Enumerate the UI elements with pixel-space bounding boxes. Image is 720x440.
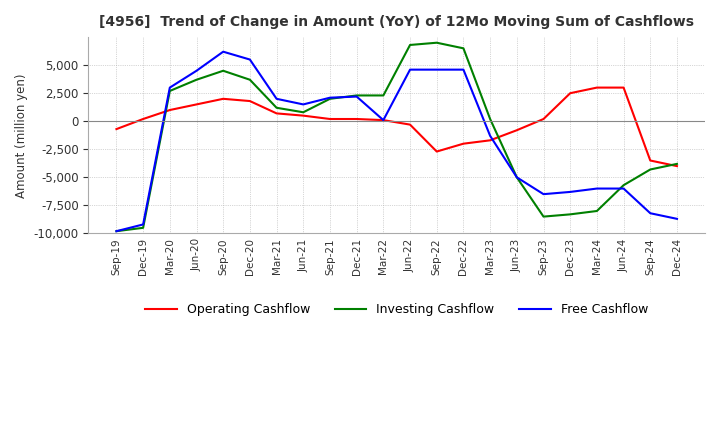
Investing Cashflow bbox=[352, 93, 361, 98]
Free Cashflow bbox=[219, 49, 228, 54]
Free Cashflow bbox=[192, 68, 201, 73]
Free Cashflow bbox=[433, 67, 441, 72]
Title: [4956]  Trend of Change in Amount (YoY) of 12Mo Moving Sum of Cashflows: [4956] Trend of Change in Amount (YoY) o… bbox=[99, 15, 694, 29]
Investing Cashflow bbox=[139, 225, 148, 231]
Operating Cashflow bbox=[192, 102, 201, 107]
Investing Cashflow bbox=[379, 93, 387, 98]
Investing Cashflow bbox=[459, 46, 468, 51]
Operating Cashflow bbox=[539, 116, 548, 121]
Operating Cashflow bbox=[646, 158, 654, 163]
Free Cashflow bbox=[619, 186, 628, 191]
Legend: Operating Cashflow, Investing Cashflow, Free Cashflow: Operating Cashflow, Investing Cashflow, … bbox=[140, 298, 653, 321]
Free Cashflow bbox=[139, 222, 148, 227]
Free Cashflow bbox=[539, 191, 548, 197]
Investing Cashflow bbox=[566, 212, 575, 217]
Investing Cashflow bbox=[299, 110, 307, 115]
Operating Cashflow bbox=[325, 116, 334, 121]
Line: Free Cashflow: Free Cashflow bbox=[117, 51, 677, 231]
Operating Cashflow bbox=[672, 164, 681, 169]
Investing Cashflow bbox=[325, 96, 334, 102]
Operating Cashflow bbox=[166, 107, 174, 113]
Free Cashflow bbox=[166, 85, 174, 90]
Investing Cashflow bbox=[672, 161, 681, 166]
Investing Cashflow bbox=[539, 214, 548, 219]
Investing Cashflow bbox=[406, 42, 415, 48]
Investing Cashflow bbox=[593, 209, 601, 214]
Operating Cashflow bbox=[513, 128, 521, 133]
Free Cashflow bbox=[646, 211, 654, 216]
Operating Cashflow bbox=[272, 111, 281, 116]
Free Cashflow bbox=[593, 186, 601, 191]
Operating Cashflow bbox=[246, 99, 254, 104]
Free Cashflow bbox=[299, 102, 307, 107]
Investing Cashflow bbox=[513, 175, 521, 180]
Investing Cashflow bbox=[272, 105, 281, 110]
Operating Cashflow bbox=[433, 149, 441, 154]
Operating Cashflow bbox=[352, 116, 361, 121]
Line: Operating Cashflow: Operating Cashflow bbox=[117, 88, 677, 166]
Operating Cashflow bbox=[593, 85, 601, 90]
Investing Cashflow bbox=[646, 167, 654, 172]
Operating Cashflow bbox=[112, 126, 121, 132]
Free Cashflow bbox=[112, 228, 121, 234]
Free Cashflow bbox=[246, 57, 254, 62]
Free Cashflow bbox=[272, 96, 281, 102]
Free Cashflow bbox=[459, 67, 468, 72]
Y-axis label: Amount (million yen): Amount (million yen) bbox=[15, 73, 28, 198]
Investing Cashflow bbox=[219, 68, 228, 73]
Investing Cashflow bbox=[433, 40, 441, 45]
Free Cashflow bbox=[513, 175, 521, 180]
Operating Cashflow bbox=[459, 141, 468, 147]
Free Cashflow bbox=[486, 133, 495, 139]
Operating Cashflow bbox=[139, 116, 148, 121]
Operating Cashflow bbox=[406, 122, 415, 127]
Operating Cashflow bbox=[486, 138, 495, 143]
Operating Cashflow bbox=[566, 91, 575, 96]
Investing Cashflow bbox=[166, 88, 174, 94]
Operating Cashflow bbox=[219, 96, 228, 102]
Free Cashflow bbox=[406, 67, 415, 72]
Investing Cashflow bbox=[246, 77, 254, 82]
Line: Investing Cashflow: Investing Cashflow bbox=[117, 43, 677, 231]
Operating Cashflow bbox=[379, 117, 387, 123]
Investing Cashflow bbox=[112, 228, 121, 234]
Free Cashflow bbox=[672, 216, 681, 221]
Investing Cashflow bbox=[619, 183, 628, 188]
Operating Cashflow bbox=[619, 85, 628, 90]
Free Cashflow bbox=[325, 95, 334, 100]
Free Cashflow bbox=[566, 189, 575, 194]
Free Cashflow bbox=[379, 117, 387, 123]
Operating Cashflow bbox=[299, 113, 307, 118]
Investing Cashflow bbox=[486, 116, 495, 121]
Investing Cashflow bbox=[192, 77, 201, 82]
Free Cashflow bbox=[352, 94, 361, 99]
